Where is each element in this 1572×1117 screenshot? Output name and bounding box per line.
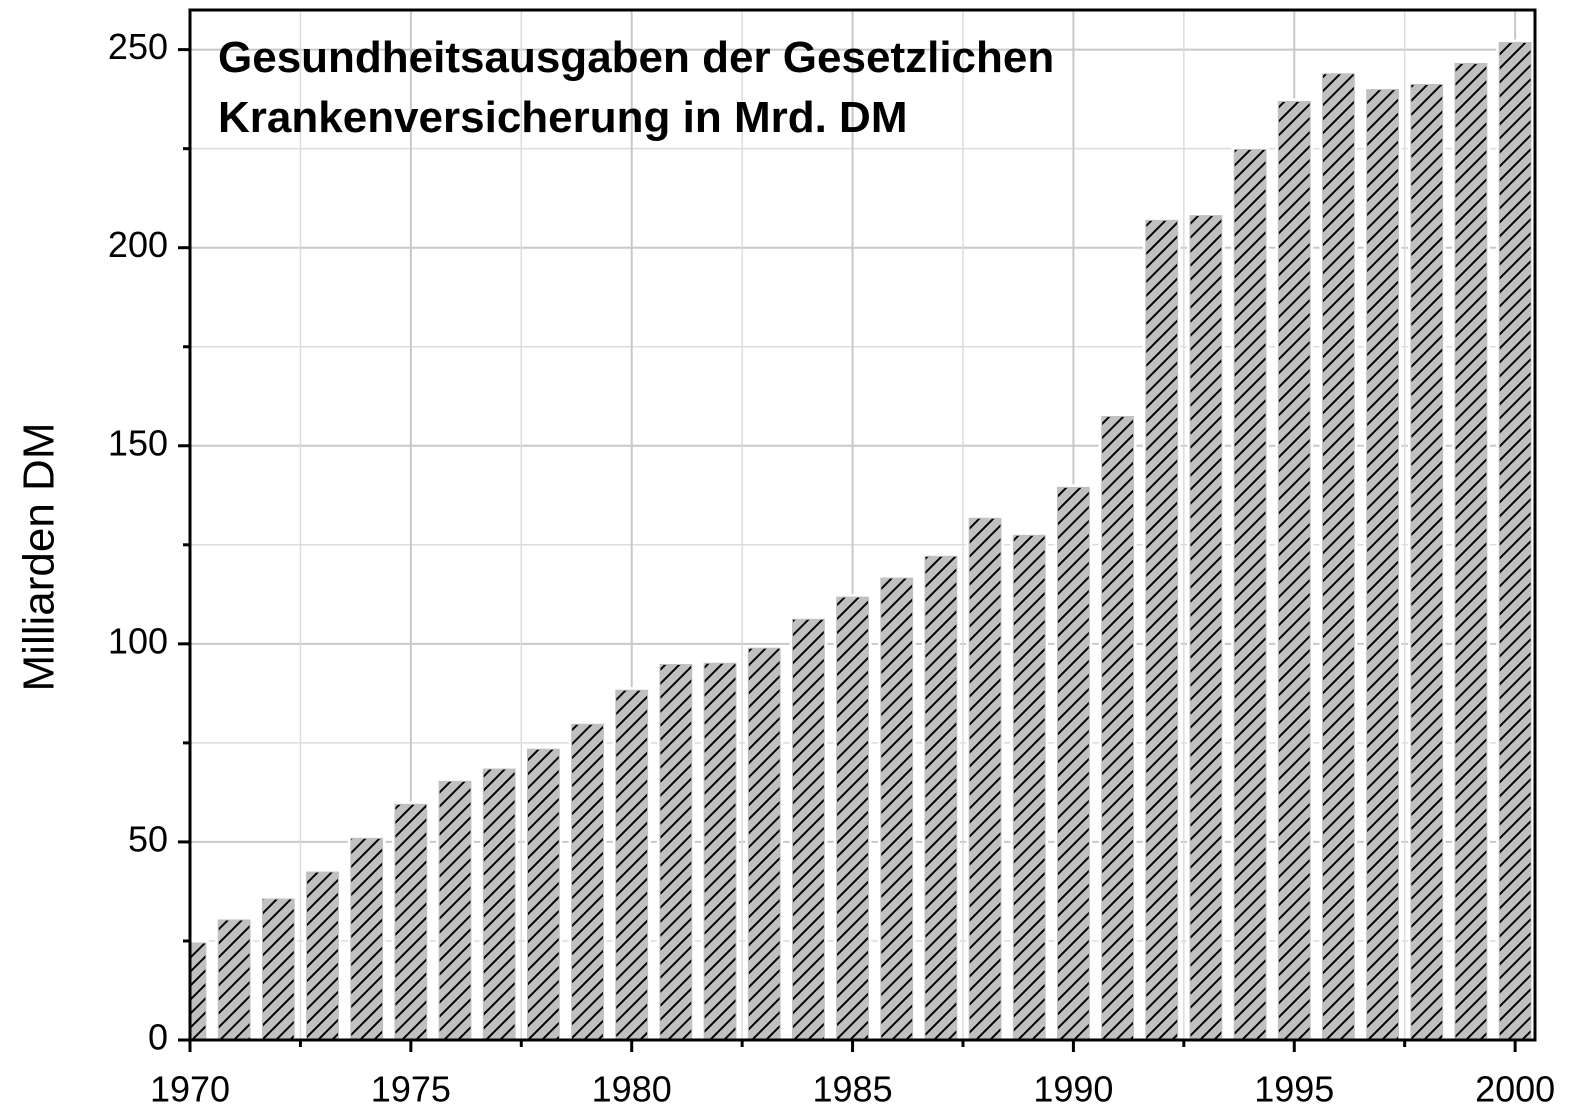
y-tick-label: 50 xyxy=(128,818,168,859)
bar xyxy=(703,662,737,1040)
y-tick-label: 0 xyxy=(148,1017,168,1058)
y-tick-label: 250 xyxy=(108,26,168,67)
x-tick-label: 1995 xyxy=(1254,1069,1334,1110)
x-tick-label: 1980 xyxy=(592,1069,672,1110)
bar xyxy=(261,898,295,1040)
bar xyxy=(217,919,251,1040)
bar xyxy=(306,871,339,1040)
bar xyxy=(1322,73,1355,1040)
x-tick-label: 2000 xyxy=(1475,1069,1555,1110)
y-axis-label: Milliarden DM xyxy=(15,423,64,692)
bar xyxy=(615,689,649,1040)
x-tick-label: 1975 xyxy=(371,1069,451,1110)
bar xyxy=(1233,148,1267,1040)
axes: 0 50 100 150 200 250 1970 1975 1980 1985 1990 1995 2… xyxy=(108,26,1555,1109)
x-tick-label: 1985 xyxy=(813,1069,893,1110)
bar xyxy=(571,723,604,1040)
bar xyxy=(1057,486,1090,1040)
bar xyxy=(1454,62,1488,1040)
bar xyxy=(482,768,516,1040)
bar xyxy=(350,837,384,1040)
chart-title: Gesundheitsausgaben der Gesetzlichen xyxy=(218,33,1054,82)
bar xyxy=(1498,41,1532,1040)
bar xyxy=(924,555,958,1040)
y-tick-label: 150 xyxy=(108,422,168,463)
bars xyxy=(190,39,1535,1040)
bar xyxy=(968,517,1002,1040)
bar xyxy=(791,618,825,1040)
x-tick-label: 1990 xyxy=(1033,1069,1113,1110)
y-tick-label: 100 xyxy=(108,620,168,661)
bar xyxy=(1189,215,1223,1040)
bar xyxy=(836,596,869,1040)
bar xyxy=(1012,534,1046,1040)
bar xyxy=(394,803,428,1040)
bar xyxy=(659,663,693,1040)
bar xyxy=(880,577,914,1040)
bar xyxy=(1277,101,1311,1040)
bar xyxy=(1410,83,1444,1040)
bar xyxy=(1145,219,1179,1040)
bar xyxy=(526,748,560,1040)
x-tick-label: 1970 xyxy=(150,1069,230,1110)
chart-title: Krankenversicherung in Mrd. DM xyxy=(218,93,907,142)
y-tick-label: 200 xyxy=(108,224,168,265)
bar xyxy=(1101,415,1134,1040)
plot-frame xyxy=(188,8,1537,1042)
bar xyxy=(1366,89,1400,1040)
bar xyxy=(438,780,472,1040)
bar xyxy=(747,647,781,1040)
